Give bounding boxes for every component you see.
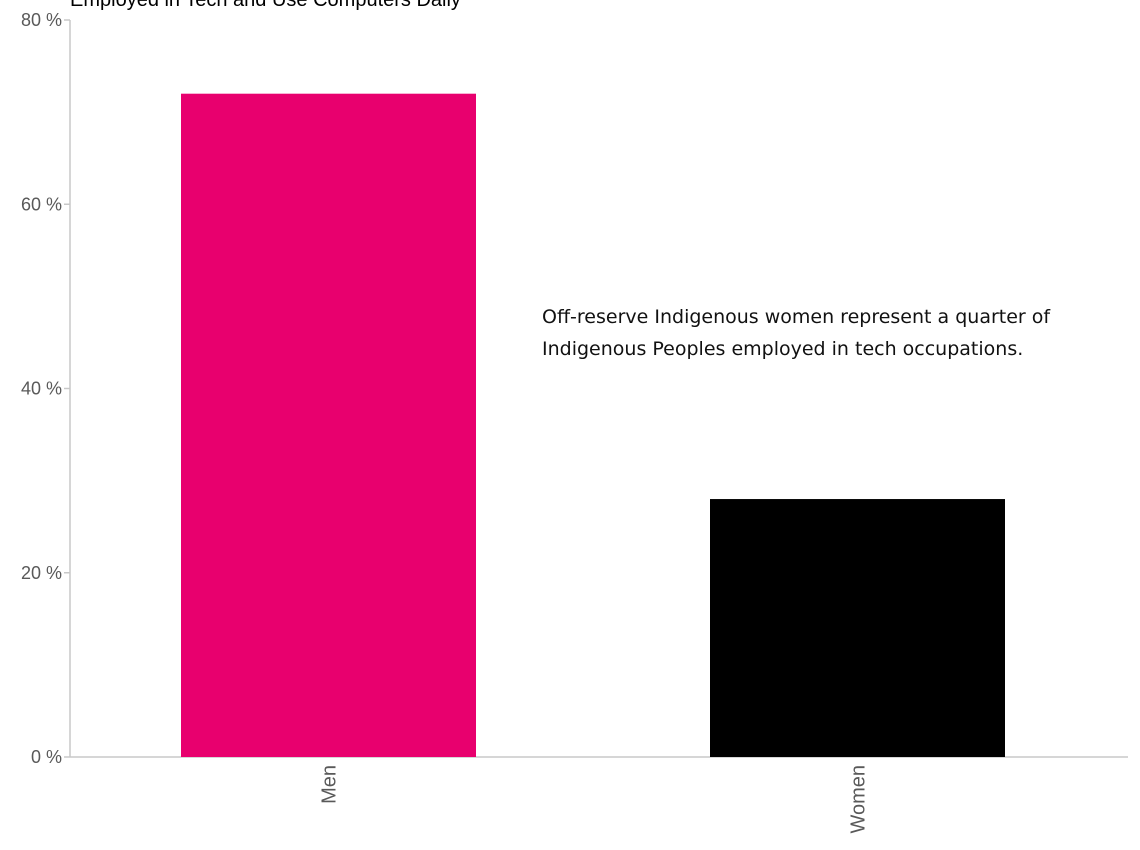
bar-men [181,93,476,757]
x-category-label: Men [319,765,341,804]
annotation-line-1: Off-reserve Indigenous women represent a… [542,306,1051,328]
y-tick-label: 80 % [21,10,62,30]
chart-annotation: Off-reserve Indigenous women represent a… [542,301,1050,365]
chart-category-labels: Men Women [319,765,870,834]
annotation-line-2: Indigenous Peoples employed in tech occu… [542,338,1024,360]
y-tick-label: 0 % [31,747,62,767]
y-tick-label: 60 % [21,194,62,214]
chart-title: Employed in Tech and Use Computers Daily [70,0,461,11]
y-tick-label: 40 % [21,379,62,399]
y-tick-label: 20 % [21,563,62,583]
x-category-label: Women [848,765,870,834]
bar-women [710,499,1005,757]
chart-bars [181,93,1005,757]
